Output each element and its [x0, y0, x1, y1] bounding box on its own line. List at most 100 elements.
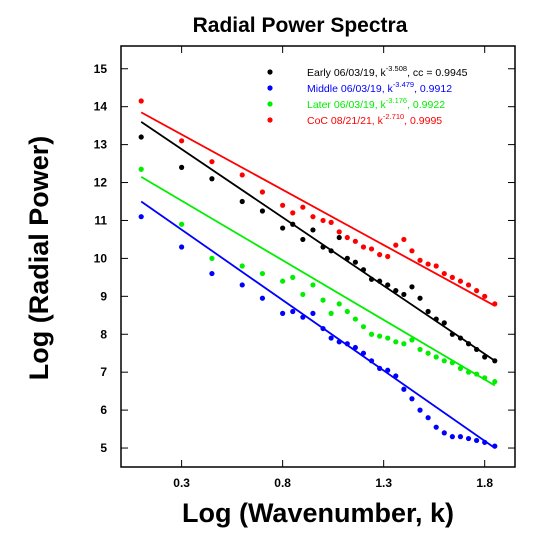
y-tick-label: 15 [94, 62, 108, 76]
data-point-series-2 [465, 369, 472, 375]
data-point-series-1 [433, 424, 439, 430]
data-point-series-3 [457, 278, 464, 284]
y-tick-label: 12 [94, 176, 108, 190]
data-point-series-0 [377, 278, 383, 284]
data-point-series-0 [360, 267, 367, 273]
data-point-series-2 [368, 331, 375, 337]
data-point-series-0 [352, 259, 358, 265]
x-axis-title: Log (Wavenumber, k) [182, 498, 454, 528]
legend-label-1: Middle 06/03/19, k-3.479, 0.9912 [307, 80, 452, 95]
data-point-series-1 [179, 244, 185, 250]
legend-label-suffix: , 0.9922 [407, 99, 445, 111]
data-point-series-3 [352, 238, 358, 244]
data-point-series-1 [441, 430, 447, 436]
y-tick-label: 11 [94, 213, 107, 227]
data-point-series-3 [259, 189, 266, 195]
data-point-series-2 [259, 270, 266, 277]
data-point-series-0 [474, 346, 480, 353]
data-point-series-2 [179, 221, 185, 227]
data-point-series-2 [320, 297, 326, 303]
data-point-series-0 [433, 316, 439, 322]
data-point-series-0 [385, 282, 391, 288]
data-point-series-3 [474, 288, 480, 294]
data-point-series-0 [300, 236, 306, 243]
x-tick-label: 0.8 [274, 476, 291, 490]
legend-label-exponent: -3.479 [393, 80, 414, 89]
data-point-series-2 [393, 339, 399, 345]
data-point-series-3 [409, 248, 415, 254]
data-point-series-0 [368, 276, 375, 282]
data-point-series-1 [290, 308, 296, 315]
y-tick-label: 5 [100, 441, 107, 455]
legend-marker-1 [267, 85, 273, 91]
x-tick-label: 1.3 [375, 476, 392, 490]
data-point-series-2 [449, 360, 455, 366]
data-point-series-2 [290, 274, 296, 280]
data-point-series-1 [239, 282, 245, 288]
data-point-series-1 [320, 325, 326, 332]
data-point-series-2 [352, 316, 358, 322]
data-point-series-2 [457, 365, 464, 371]
data-point-series-3 [465, 282, 472, 288]
data-point-series-1 [457, 434, 464, 440]
data-point-series-0 [290, 221, 296, 227]
data-point-series-2 [441, 358, 447, 364]
data-point-series-0 [441, 320, 447, 326]
data-point-series-3 [239, 172, 245, 178]
legend-label-suffix: , cc = 0.9945 [407, 67, 468, 79]
data-point-series-3 [344, 234, 350, 241]
data-point-series-2 [138, 166, 144, 172]
legend-label-prefix: Early 06/03/19, k [307, 67, 387, 79]
data-point-series-0 [457, 335, 464, 341]
legend-label-prefix: Middle 06/03/19, k [307, 83, 394, 95]
data-point-series-1 [409, 396, 415, 402]
data-point-series-1 [300, 314, 306, 320]
data-point-series-0 [336, 234, 342, 241]
data-point-series-2 [425, 350, 431, 356]
data-point-series-3 [441, 270, 447, 277]
legend-label-exponent: -2.710 [383, 112, 404, 121]
data-point-series-3 [336, 229, 342, 235]
data-point-series-1 [492, 443, 498, 449]
data-point-series-2 [310, 282, 316, 288]
data-point-series-0 [465, 341, 472, 347]
data-point-series-0 [328, 248, 334, 254]
legend-label-0: Early 06/03/19, k-3.508, cc = 0.9945 [307, 64, 468, 79]
data-point-series-0 [239, 198, 245, 205]
data-point-series-2 [474, 371, 480, 377]
data-point-series-0 [417, 295, 423, 301]
data-point-series-3 [209, 159, 215, 165]
data-point-series-1 [280, 310, 286, 316]
data-point-series-1 [474, 437, 480, 444]
data-point-series-3 [377, 252, 383, 258]
data-point-series-1 [310, 310, 316, 316]
legend-marker-2 [267, 101, 273, 107]
chart-title: Radial Power Spectra [193, 14, 408, 37]
legend-marker-0 [267, 69, 273, 75]
data-point-series-3 [482, 293, 488, 299]
legend-label-2: Later 06/03/19, k-3.176, 0.9922 [307, 96, 445, 111]
data-point-series-3 [280, 202, 286, 208]
data-point-series-1 [328, 335, 334, 341]
data-point-series-3 [433, 263, 439, 269]
y-tick-label: 6 [100, 403, 107, 417]
legend-label-exponent: -3.508 [386, 64, 407, 73]
data-point-series-1 [336, 339, 342, 345]
x-tick-label: 0.3 [173, 476, 190, 490]
data-point-series-1 [360, 350, 367, 356]
data-point-series-3 [401, 236, 407, 243]
data-point-series-0 [209, 176, 215, 182]
data-point-series-0 [393, 288, 399, 294]
data-point-series-2 [336, 301, 342, 307]
x-tick-label: 1.8 [476, 476, 493, 490]
data-point-series-1 [401, 386, 407, 392]
data-point-series-2 [239, 263, 245, 269]
data-point-series-0 [320, 244, 326, 250]
data-point-series-3 [425, 261, 431, 267]
data-point-series-0 [492, 358, 498, 364]
y-tick-label: 14 [94, 100, 108, 114]
data-point-series-0 [179, 164, 185, 170]
plot-frame [120, 45, 516, 468]
data-point-series-3 [360, 244, 367, 250]
